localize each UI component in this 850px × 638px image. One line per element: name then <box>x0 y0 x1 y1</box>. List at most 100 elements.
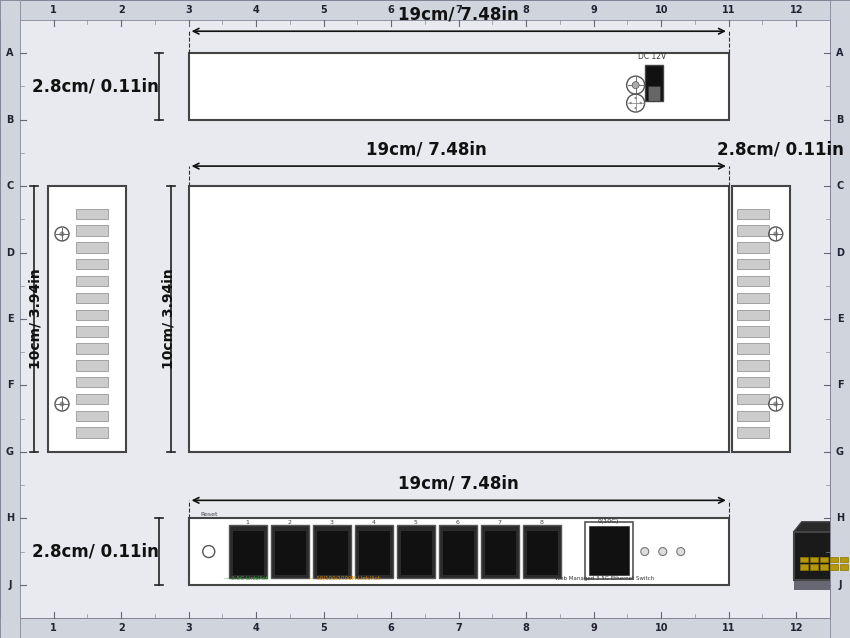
Text: 19cm/ 7.48in: 19cm/ 7.48in <box>399 474 519 493</box>
Bar <box>737 242 768 253</box>
Text: 10: 10 <box>654 5 668 15</box>
Bar <box>76 209 108 219</box>
Bar <box>737 293 768 303</box>
Bar <box>313 525 351 578</box>
Bar <box>76 259 108 269</box>
Circle shape <box>60 401 65 406</box>
FancyBboxPatch shape <box>3 3 847 635</box>
Bar <box>800 557 807 562</box>
Text: G: G <box>6 447 14 457</box>
Bar <box>644 64 663 101</box>
Text: C: C <box>836 181 843 191</box>
Text: 7: 7 <box>456 623 462 633</box>
Text: E: E <box>836 314 843 324</box>
Text: 10cm/ 3.94in: 10cm/ 3.94in <box>162 269 176 369</box>
Bar <box>737 309 768 320</box>
Text: 7: 7 <box>498 521 501 525</box>
Text: F: F <box>7 380 14 390</box>
Bar <box>810 564 818 570</box>
Bar <box>397 525 434 578</box>
Bar <box>481 525 518 578</box>
Bar <box>76 309 108 320</box>
Bar <box>76 360 108 371</box>
Text: 3: 3 <box>330 521 334 525</box>
Bar <box>229 525 267 578</box>
Bar <box>48 186 126 452</box>
Text: A: A <box>836 48 844 58</box>
Circle shape <box>677 547 685 556</box>
Text: 2.8cm/ 0.11in: 2.8cm/ 0.11in <box>717 140 844 158</box>
Text: 10: 10 <box>654 623 668 633</box>
Bar <box>76 427 108 438</box>
Bar <box>737 276 768 286</box>
Bar <box>648 86 660 101</box>
Text: 5: 5 <box>320 623 327 633</box>
Text: 2: 2 <box>118 623 125 633</box>
Text: 5: 5 <box>414 521 417 525</box>
Bar <box>794 532 850 580</box>
Circle shape <box>659 547 666 556</box>
Bar <box>737 394 768 404</box>
Bar <box>810 557 818 562</box>
Bar <box>0 0 20 638</box>
Text: 10cm/ 3.94in: 10cm/ 3.94in <box>29 269 43 369</box>
Bar <box>274 530 306 575</box>
Bar <box>0 0 850 20</box>
Text: B: B <box>836 115 844 124</box>
Bar <box>737 209 768 219</box>
Text: 1: 1 <box>50 623 57 633</box>
Text: B: B <box>6 115 14 124</box>
Text: 1: 1 <box>246 521 250 525</box>
Text: E: E <box>7 314 14 324</box>
Text: 2: 2 <box>288 521 292 525</box>
Bar <box>830 557 838 562</box>
Bar <box>819 564 828 570</box>
Bar <box>484 530 516 575</box>
Bar <box>76 343 108 353</box>
Text: 1: 1 <box>50 5 57 15</box>
Text: Reset: Reset <box>200 512 218 517</box>
Text: Web Managed 3.5G Ethernet Switch: Web Managed 3.5G Ethernet Switch <box>555 575 654 581</box>
Text: 2: 2 <box>118 5 125 15</box>
Text: 12: 12 <box>790 623 803 633</box>
Bar <box>794 580 850 590</box>
Text: 3: 3 <box>185 623 192 633</box>
Text: 3: 3 <box>185 5 192 15</box>
Bar <box>315 530 348 575</box>
Bar <box>737 259 768 269</box>
Bar <box>76 394 108 404</box>
Text: 11: 11 <box>722 5 735 15</box>
Bar <box>442 530 473 575</box>
Text: 4: 4 <box>252 5 259 15</box>
Circle shape <box>641 547 649 556</box>
Bar <box>400 530 432 575</box>
Circle shape <box>634 107 637 109</box>
Bar <box>585 523 632 579</box>
Bar <box>0 618 850 638</box>
Text: 9(10G): 9(10G) <box>598 519 620 524</box>
Text: 8: 8 <box>540 521 544 525</box>
Bar <box>76 411 108 421</box>
Bar <box>737 360 768 371</box>
Text: 9: 9 <box>591 5 597 15</box>
Text: — 2.5G Link/Act: — 2.5G Link/Act <box>224 575 268 581</box>
Text: D: D <box>836 248 844 258</box>
Bar <box>523 525 561 578</box>
Bar <box>737 343 768 353</box>
Bar <box>189 53 728 120</box>
Bar <box>819 557 828 562</box>
Bar <box>737 377 768 387</box>
Bar <box>800 564 807 570</box>
Bar <box>232 530 264 575</box>
Bar <box>76 377 108 387</box>
Bar <box>76 242 108 253</box>
Bar <box>840 557 847 562</box>
Circle shape <box>639 102 642 104</box>
Text: 4: 4 <box>252 623 259 633</box>
Text: A: A <box>6 48 14 58</box>
Bar <box>589 526 629 575</box>
Bar <box>354 525 393 578</box>
Text: 2.8cm/ 0.11in: 2.8cm/ 0.11in <box>31 542 158 561</box>
Text: DC 12V: DC 12V <box>638 52 666 61</box>
Bar <box>439 525 477 578</box>
